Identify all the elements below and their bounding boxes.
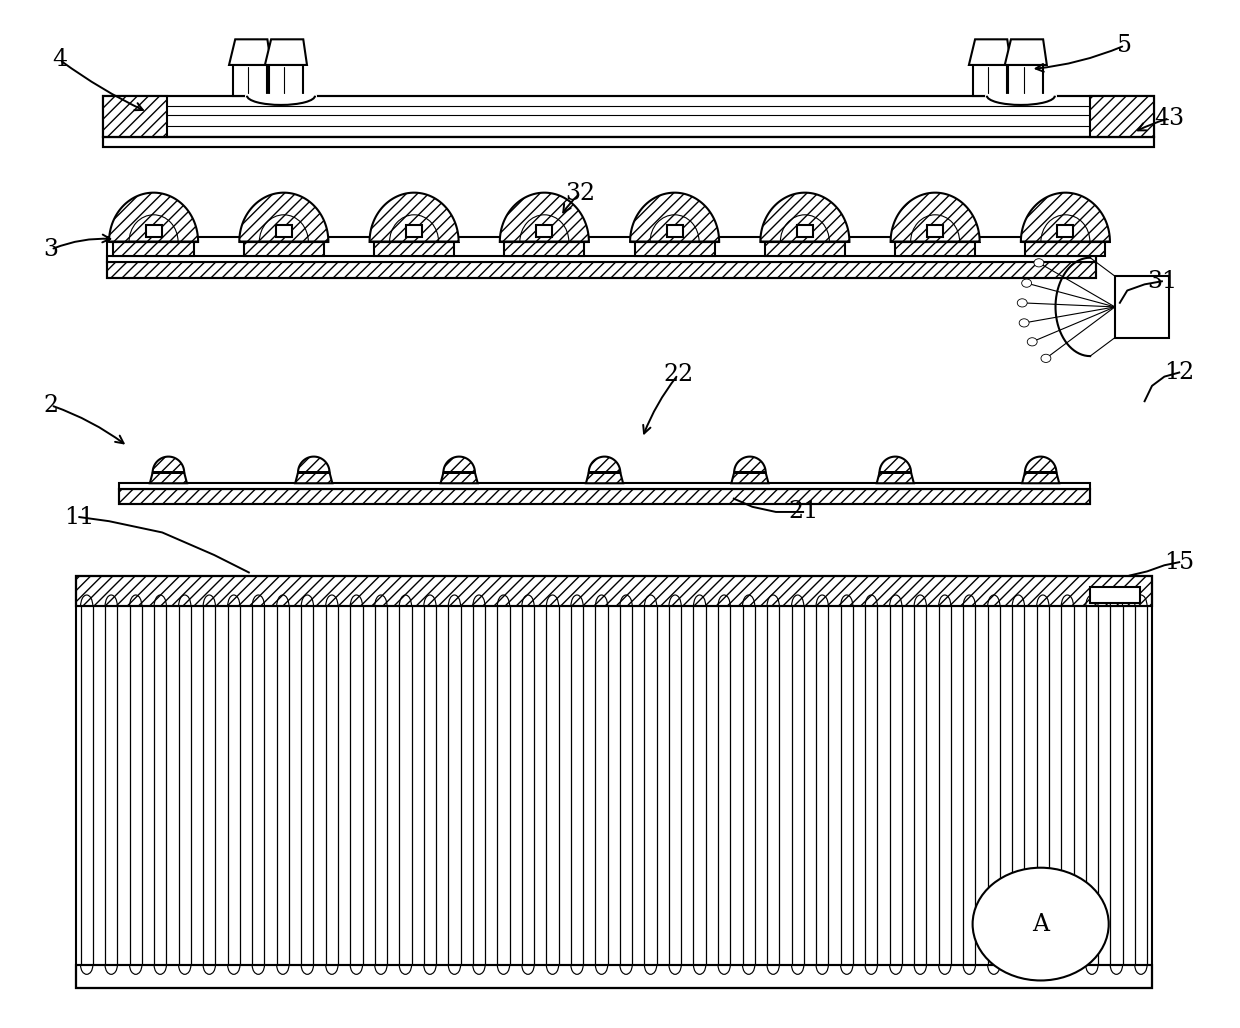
Text: 5: 5 bbox=[1117, 34, 1132, 57]
Bar bbox=[269, 65, 304, 96]
Circle shape bbox=[1019, 319, 1029, 327]
Bar bbox=[119, 489, 1090, 504]
Text: 12: 12 bbox=[1164, 361, 1194, 384]
Bar bbox=[537, 225, 552, 236]
Text: 3: 3 bbox=[43, 238, 58, 261]
Polygon shape bbox=[732, 473, 769, 483]
Text: 22: 22 bbox=[663, 363, 693, 387]
Polygon shape bbox=[109, 192, 198, 242]
Polygon shape bbox=[879, 456, 911, 473]
Polygon shape bbox=[500, 192, 589, 242]
Text: 31: 31 bbox=[1147, 269, 1177, 293]
Polygon shape bbox=[370, 192, 459, 242]
Bar bbox=[107, 262, 1096, 279]
Bar bbox=[145, 225, 161, 236]
Circle shape bbox=[972, 868, 1109, 981]
Polygon shape bbox=[1022, 473, 1059, 483]
Polygon shape bbox=[635, 242, 714, 256]
Text: 21: 21 bbox=[787, 501, 818, 523]
Text: 11: 11 bbox=[64, 506, 94, 528]
Polygon shape bbox=[1021, 192, 1110, 242]
Polygon shape bbox=[1004, 39, 1047, 65]
Bar bbox=[76, 576, 1152, 607]
Polygon shape bbox=[153, 456, 185, 473]
Text: A: A bbox=[1032, 913, 1049, 935]
Polygon shape bbox=[895, 242, 975, 256]
Text: 43: 43 bbox=[1154, 107, 1184, 130]
Circle shape bbox=[1034, 259, 1044, 267]
Text: 4: 4 bbox=[52, 48, 67, 71]
Bar bbox=[233, 65, 268, 96]
Polygon shape bbox=[244, 242, 324, 256]
Bar bbox=[405, 225, 422, 236]
Bar bbox=[76, 965, 1152, 988]
Circle shape bbox=[1042, 355, 1050, 363]
Text: 32: 32 bbox=[565, 182, 595, 205]
Polygon shape bbox=[265, 39, 308, 65]
Bar bbox=[667, 225, 683, 236]
Bar bbox=[928, 225, 944, 236]
Polygon shape bbox=[229, 39, 272, 65]
Polygon shape bbox=[440, 473, 477, 483]
Polygon shape bbox=[239, 192, 329, 242]
Polygon shape bbox=[760, 192, 849, 242]
Bar bbox=[76, 965, 1152, 988]
Polygon shape bbox=[295, 473, 332, 483]
Polygon shape bbox=[968, 39, 1011, 65]
Bar bbox=[797, 225, 813, 236]
Bar bbox=[76, 576, 1152, 988]
Bar bbox=[1090, 587, 1140, 603]
Bar bbox=[1115, 277, 1169, 337]
Bar bbox=[103, 137, 1154, 147]
Polygon shape bbox=[444, 456, 475, 473]
Bar bbox=[107, 237, 1096, 279]
Circle shape bbox=[1017, 299, 1027, 307]
Polygon shape bbox=[505, 242, 584, 256]
Bar bbox=[1008, 65, 1043, 96]
Polygon shape bbox=[1025, 242, 1106, 256]
Polygon shape bbox=[298, 456, 330, 473]
Polygon shape bbox=[1025, 456, 1056, 473]
Polygon shape bbox=[150, 473, 187, 483]
Bar bbox=[76, 576, 1152, 607]
Polygon shape bbox=[877, 473, 914, 483]
Bar bbox=[119, 483, 1090, 489]
Polygon shape bbox=[890, 192, 980, 242]
Circle shape bbox=[1022, 279, 1032, 287]
Bar bbox=[103, 96, 1154, 137]
Polygon shape bbox=[734, 456, 765, 473]
Polygon shape bbox=[587, 473, 622, 483]
Polygon shape bbox=[589, 456, 620, 473]
Bar bbox=[1058, 225, 1074, 236]
Text: 2: 2 bbox=[43, 394, 58, 416]
Bar bbox=[119, 489, 1090, 504]
Polygon shape bbox=[765, 242, 844, 256]
Bar bbox=[107, 256, 1096, 262]
Bar bbox=[103, 96, 167, 137]
Text: 15: 15 bbox=[1164, 551, 1194, 574]
Bar bbox=[103, 137, 1154, 147]
Bar bbox=[1090, 96, 1154, 137]
Polygon shape bbox=[630, 192, 719, 242]
Bar bbox=[103, 96, 1154, 137]
Polygon shape bbox=[114, 242, 193, 256]
Bar bbox=[972, 65, 1007, 96]
Polygon shape bbox=[374, 242, 454, 256]
Circle shape bbox=[1027, 338, 1037, 345]
Bar bbox=[275, 225, 291, 236]
